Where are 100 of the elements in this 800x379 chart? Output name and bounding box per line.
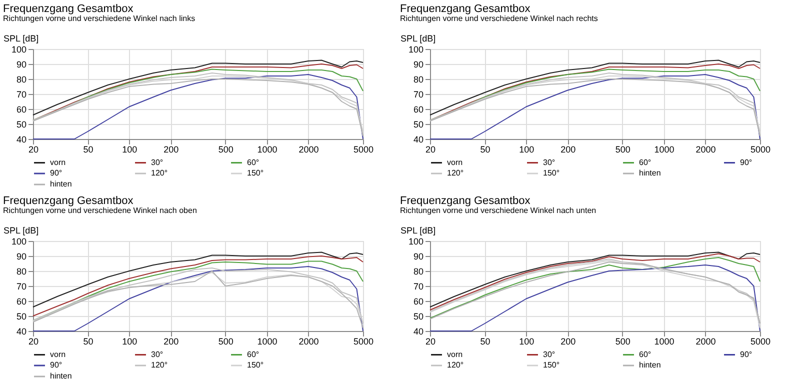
- legend-label: 120°: [151, 360, 168, 370]
- legend-label: 30°: [543, 350, 556, 359]
- x-tick-label: 50: [480, 144, 490, 154]
- x-tick-label: 1000: [654, 144, 674, 154]
- legend-label: vorn: [50, 158, 66, 167]
- y-tick-label: 90: [413, 60, 424, 70]
- legend-label: hinten: [639, 168, 661, 178]
- y-tick-label: 90: [413, 252, 424, 262]
- y-tick-label: 100: [11, 44, 26, 54]
- legend-label: hinten: [50, 180, 72, 188]
- chart-title: Frequenzgang Gesamtbox: [400, 3, 531, 15]
- x-tick-label: 20: [425, 336, 436, 346]
- x-tick-label: 1000: [257, 336, 278, 346]
- y-axis-title: SPL [dB]: [4, 226, 39, 236]
- x-tick-label: 200: [560, 336, 576, 346]
- x-tick-label: 100: [519, 144, 534, 154]
- legend-label: vorn: [50, 350, 66, 359]
- y-tick-label: 60: [413, 296, 424, 306]
- legend-label: 30°: [151, 158, 164, 167]
- y-tick-label: 40: [16, 326, 26, 336]
- legend-label: 150°: [247, 360, 264, 370]
- legend-label: 60°: [639, 350, 652, 359]
- x-tick-label: 500: [615, 336, 630, 346]
- y-tick-label: 50: [16, 312, 26, 322]
- x-tick-label: 5000: [353, 336, 374, 346]
- legend-label: 60°: [247, 158, 260, 167]
- x-tick-label: 2000: [298, 144, 319, 154]
- y-tick-label: 50: [16, 120, 26, 130]
- x-tick-label: 500: [218, 144, 234, 154]
- x-tick-label: 200: [164, 144, 179, 154]
- y-tick-label: 70: [413, 90, 424, 100]
- legend-label: 90°: [50, 168, 62, 178]
- legend-label: 60°: [247, 350, 260, 359]
- legend-label: 150°: [543, 360, 560, 370]
- y-tick-label: 60: [413, 104, 424, 114]
- x-tick-label: 5000: [750, 144, 771, 154]
- y-tick-label: 80: [16, 74, 26, 84]
- legend-label: 120°: [447, 168, 464, 178]
- y-tick-label: 80: [16, 266, 26, 276]
- x-tick-label: 50: [480, 336, 490, 346]
- legend-label: hinten: [50, 372, 72, 379]
- chart-subtitle: Richtungen vorne und verschiedene Winkel nach unten: [400, 206, 596, 215]
- x-tick-label: 20: [425, 144, 436, 154]
- x-tick-label: 500: [615, 144, 630, 154]
- x-tick-label: 5000: [353, 144, 374, 154]
- x-tick-label: 100: [122, 336, 138, 346]
- chart-title: Frequenzgang Gesamtbox: [3, 195, 134, 207]
- y-tick-label: 40: [413, 134, 424, 144]
- chart-subtitle: Richtungen vorne und verschiedene Winkel nach links: [3, 14, 196, 23]
- legend-label: 30°: [151, 350, 164, 359]
- x-tick-label: 20: [28, 144, 39, 154]
- x-tick-label: 200: [560, 144, 576, 154]
- legend-label: 150°: [247, 168, 264, 178]
- y-axis-title: SPL [dB]: [4, 34, 39, 44]
- legend-label: vorn: [447, 158, 463, 167]
- legend-label: 120°: [447, 360, 464, 370]
- legend-label: vorn: [447, 350, 463, 359]
- y-tick-label: 70: [16, 90, 26, 100]
- x-tick-label: 2000: [696, 144, 716, 154]
- x-tick-label: 1000: [654, 336, 674, 346]
- chart-subtitle: Richtungen vorne und verschiedene Winkel nach oben: [3, 206, 197, 215]
- legend-label: 30°: [543, 158, 556, 167]
- y-axis-title: SPL [dB]: [400, 226, 436, 236]
- legend-label: 90°: [740, 158, 752, 167]
- chart-title: Frequenzgang Gesamtbox: [400, 195, 531, 207]
- y-tick-label: 80: [413, 266, 424, 276]
- x-tick-label: 100: [519, 336, 534, 346]
- y-tick-label: 50: [413, 120, 424, 130]
- y-tick-label: 60: [16, 296, 26, 306]
- legend-label: 90°: [740, 350, 752, 359]
- y-tick-label: 40: [16, 134, 26, 144]
- legend-label: hinten: [639, 360, 661, 370]
- legend-label: 90°: [50, 360, 62, 370]
- y-tick-label: 50: [413, 312, 424, 322]
- x-tick-label: 50: [83, 336, 94, 346]
- x-tick-label: 20: [28, 336, 39, 346]
- y-tick-label: 80: [413, 74, 424, 84]
- x-tick-label: 2000: [696, 336, 716, 346]
- y-tick-label: 70: [413, 282, 424, 292]
- x-tick-label: 50: [83, 144, 94, 154]
- x-tick-label: 1000: [257, 144, 278, 154]
- x-tick-label: 100: [122, 144, 138, 154]
- chart-subtitle: Richtungen vorne und verschiedene Winkel nach rechts: [400, 14, 598, 23]
- y-tick-label: 70: [16, 282, 26, 292]
- x-tick-label: 5000: [750, 336, 771, 346]
- y-tick-label: 100: [408, 44, 424, 54]
- y-tick-label: 40: [413, 326, 424, 336]
- y-axis-title: SPL [dB]: [400, 34, 436, 44]
- chart-title: Frequenzgang Gesamtbox: [3, 3, 134, 15]
- legend-label: 150°: [543, 168, 560, 178]
- y-tick-label: 60: [16, 104, 26, 114]
- y-tick-label: 90: [16, 60, 26, 70]
- legend-label: 120°: [151, 168, 168, 178]
- y-tick-label: 90: [16, 252, 26, 262]
- y-tick-label: 100: [11, 236, 26, 246]
- x-tick-label: 500: [218, 336, 234, 346]
- legend-label: 60°: [639, 158, 652, 167]
- x-tick-label: 200: [164, 336, 179, 346]
- y-tick-label: 100: [408, 236, 424, 246]
- x-tick-label: 2000: [298, 336, 319, 346]
